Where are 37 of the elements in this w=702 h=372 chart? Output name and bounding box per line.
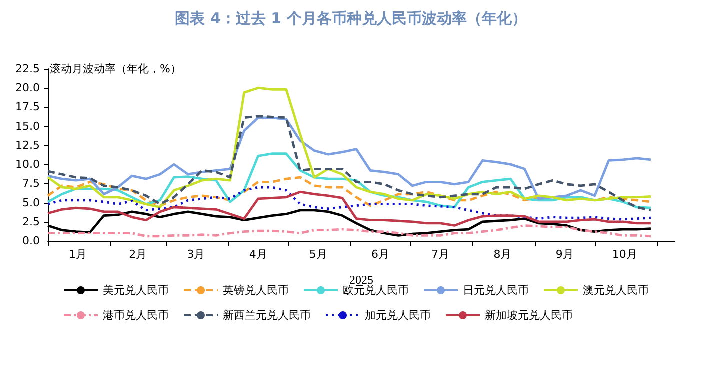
y-tick-label: 12.5 — [16, 138, 40, 152]
y-tick-label: 20.0 — [16, 82, 40, 95]
legend-label: 新西兰元兑人民币 — [223, 309, 311, 322]
legend-label: 美元兑人民币 — [103, 284, 169, 297]
legend-label: 英镑兑人民币 — [223, 284, 289, 297]
x-tick-label: 10月 — [612, 248, 638, 261]
x-tick-label: 7月 — [432, 248, 450, 261]
legend-label: 加元兑人民币 — [365, 309, 431, 322]
x-tick-label: 6月 — [372, 248, 390, 261]
line-series — [46, 224, 652, 238]
y-tick-label: 5.0 — [22, 196, 40, 210]
chart-title: 图表 4：过去 1 个月各币种兑人民币波动率（年化） — [175, 10, 527, 28]
x-tick-label: 5月 — [309, 248, 328, 261]
x-tick-label: 4月 — [249, 248, 268, 261]
y-tick-label: 17.5 — [16, 100, 40, 114]
line-series — [46, 86, 652, 209]
x-tick-label: 3月 — [187, 248, 206, 261]
y-tick-label: 10.0 — [16, 158, 40, 172]
x-tick-label: 2月 — [129, 248, 148, 261]
y-tick-label: 7.5 — [22, 177, 40, 190]
y-tick-label: 22.5 — [16, 62, 40, 76]
x-tick-label: 9月 — [556, 248, 574, 261]
x-tick-label: 1月 — [69, 248, 88, 261]
line-series — [46, 152, 652, 210]
y-tick-label: 15.0 — [16, 120, 40, 133]
legend-label: 新加坡元兑人民币 — [485, 309, 573, 322]
y-axis-title: 滚动月波动率（年化，%） — [50, 62, 182, 76]
legend-label: 日元兑人民币 — [463, 284, 529, 297]
legend-label: 欧元兑人民币 — [343, 284, 409, 297]
y-tick-label: 0.0 — [22, 234, 40, 248]
line-series — [46, 190, 652, 227]
y-tick-label: 2.5 — [22, 215, 40, 228]
x-tick-label: 8月 — [494, 248, 512, 261]
legend-label: 澳元兑人民币 — [583, 284, 649, 297]
line-series — [46, 176, 652, 208]
line-series — [46, 186, 652, 221]
legend-label: 港币兑人民币 — [103, 309, 169, 322]
